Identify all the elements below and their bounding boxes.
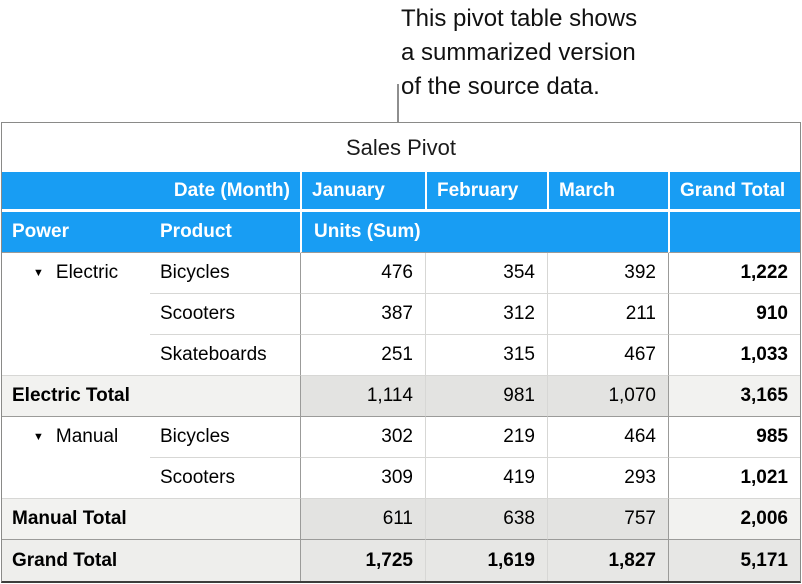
callout-line-3: of the source data. bbox=[401, 73, 600, 100]
product-cell[interactable]: Bicycles bbox=[150, 417, 300, 458]
grand-total-label[interactable]: Grand Total bbox=[2, 540, 300, 581]
header-power[interactable]: Power bbox=[2, 212, 150, 253]
row-total-cell[interactable]: 1,021 bbox=[668, 458, 800, 499]
row-total-cell[interactable]: 1,033 bbox=[668, 335, 800, 376]
header-grand-total[interactable]: Grand Total bbox=[668, 172, 800, 212]
group-label: Electric bbox=[55, 262, 119, 283]
value-cell[interactable]: 315 bbox=[425, 335, 547, 376]
subtotal-grand-cell[interactable]: 3,165 bbox=[668, 376, 800, 417]
value-cell[interactable]: 309 bbox=[300, 458, 425, 499]
value-cell[interactable]: 476 bbox=[300, 253, 425, 294]
group-row-manual[interactable]: ▼ Manual bbox=[2, 417, 150, 499]
value-cell[interactable]: 293 bbox=[547, 458, 668, 499]
value-cell[interactable]: 251 bbox=[300, 335, 425, 376]
grand-total-cell[interactable]: 1,827 bbox=[547, 540, 668, 581]
grand-total-cell[interactable]: 1,619 bbox=[425, 540, 547, 581]
callout-annotation: This pivot table shows a summarized vers… bbox=[401, 2, 637, 104]
value-cell[interactable]: 392 bbox=[547, 253, 668, 294]
group-row-electric[interactable]: ▼ Electric bbox=[2, 253, 150, 376]
header-january[interactable]: January bbox=[300, 172, 425, 212]
subtotal-cell[interactable]: 981 bbox=[425, 376, 547, 417]
value-cell[interactable]: 219 bbox=[425, 417, 547, 458]
value-cell[interactable]: 354 bbox=[425, 253, 547, 294]
row-total-cell[interactable]: 1,222 bbox=[668, 253, 800, 294]
header-march[interactable]: March bbox=[547, 172, 668, 212]
value-cell[interactable]: 464 bbox=[547, 417, 668, 458]
header-grand-total-empty[interactable] bbox=[668, 212, 800, 253]
manual-total-label[interactable]: Manual Total bbox=[2, 499, 300, 540]
row-total-cell[interactable]: 910 bbox=[668, 294, 800, 335]
row-total-cell[interactable]: 985 bbox=[668, 417, 800, 458]
header-units-sum[interactable]: Units (Sum) bbox=[300, 212, 668, 253]
callout-line-2: a summarized version bbox=[401, 39, 636, 66]
electric-total-label[interactable]: Electric Total bbox=[2, 376, 300, 417]
subtotal-cell[interactable]: 757 bbox=[547, 499, 668, 540]
subtotal-cell[interactable]: 611 bbox=[300, 499, 425, 540]
grand-total-cell[interactable]: 1,725 bbox=[300, 540, 425, 581]
pivot-table: Sales Pivot Date (Month) January Februar… bbox=[1, 122, 801, 583]
table-title-cell[interactable]: Sales Pivot bbox=[345, 134, 457, 160]
header-product[interactable]: Product bbox=[150, 212, 300, 253]
disclosure-triangle-icon[interactable]: ▼ bbox=[33, 267, 44, 279]
callout-pointer-line bbox=[397, 84, 399, 122]
product-cell[interactable]: Skateboards bbox=[150, 335, 300, 376]
subtotal-cell[interactable]: 1,114 bbox=[300, 376, 425, 417]
value-cell[interactable]: 302 bbox=[300, 417, 425, 458]
value-cell[interactable]: 211 bbox=[547, 294, 668, 335]
grand-total-cell[interactable]: 5,171 bbox=[668, 540, 800, 581]
product-cell[interactable]: Bicycles bbox=[150, 253, 300, 294]
disclosure-triangle-icon[interactable]: ▼ bbox=[33, 431, 44, 443]
header-date-month[interactable]: Date (Month) bbox=[2, 172, 300, 212]
product-cell[interactable]: Scooters bbox=[150, 458, 300, 499]
product-cell[interactable]: Scooters bbox=[150, 294, 300, 335]
subtotal-cell[interactable]: 1,070 bbox=[547, 376, 668, 417]
header-february[interactable]: February bbox=[425, 172, 547, 212]
group-label: Manual bbox=[55, 426, 119, 447]
value-cell[interactable]: 419 bbox=[425, 458, 547, 499]
value-cell[interactable]: 387 bbox=[300, 294, 425, 335]
value-cell[interactable]: 312 bbox=[425, 294, 547, 335]
callout-line-1: This pivot table shows bbox=[401, 5, 638, 32]
subtotal-grand-cell[interactable]: 2,006 bbox=[668, 499, 800, 540]
subtotal-cell[interactable]: 638 bbox=[425, 499, 547, 540]
value-cell[interactable]: 467 bbox=[547, 335, 668, 376]
